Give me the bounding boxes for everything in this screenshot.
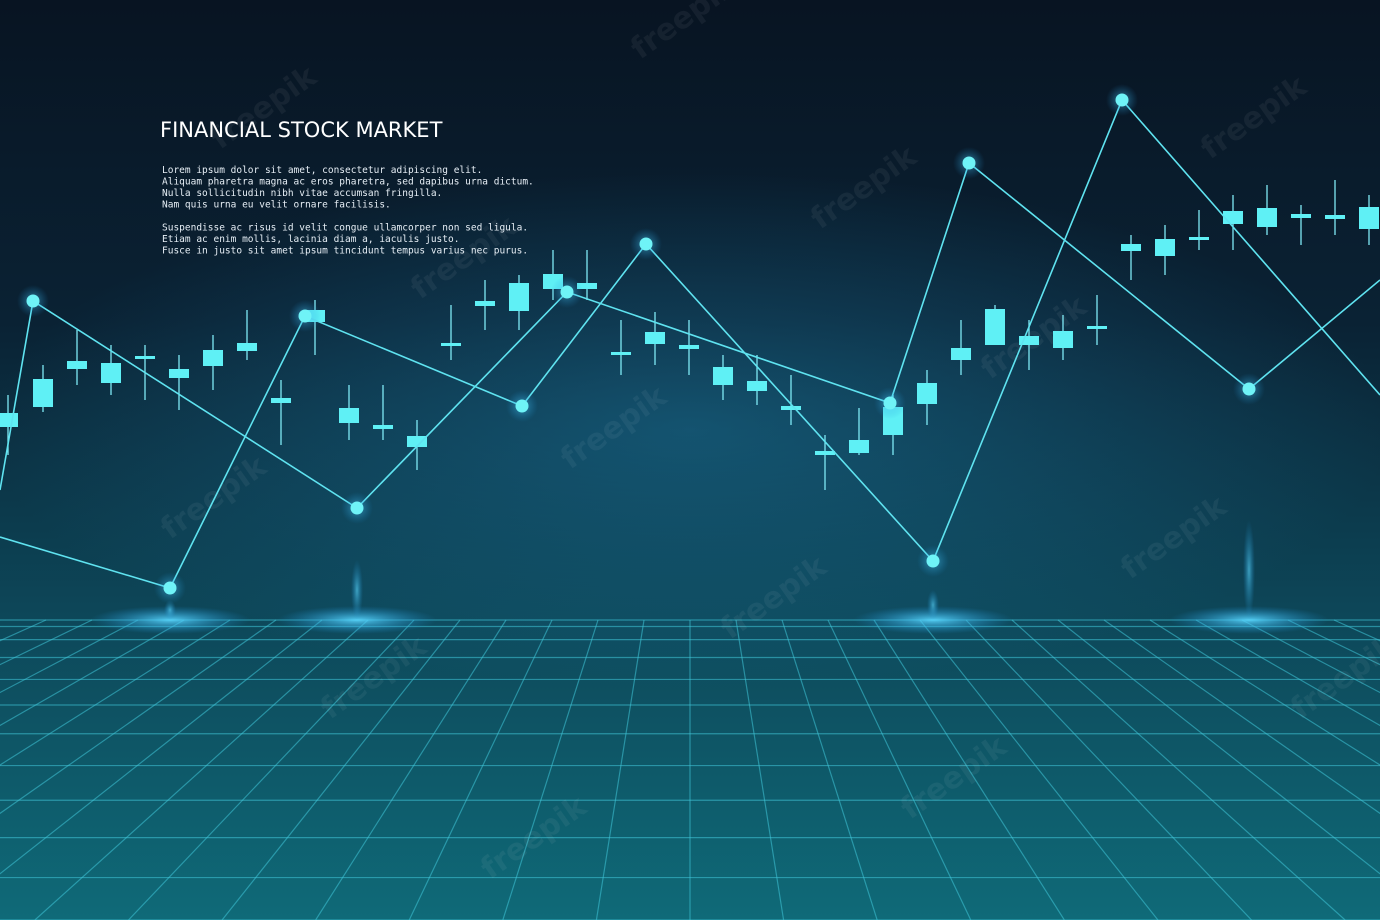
candle-body bbox=[0, 413, 18, 427]
node bbox=[883, 396, 897, 410]
candle-body bbox=[475, 301, 495, 306]
node bbox=[298, 309, 312, 323]
candle-body bbox=[1257, 208, 1277, 227]
grid-line bbox=[1241, 619, 1380, 694]
candle-body bbox=[271, 398, 291, 403]
grid-floor bbox=[0, 619, 1380, 920]
candle-body bbox=[67, 361, 87, 369]
candle-body bbox=[917, 383, 937, 404]
grid-line bbox=[1149, 619, 1380, 766]
grid-line bbox=[502, 619, 599, 920]
body-line: Etiam ac enim mollis, lacinia diam a, ia… bbox=[162, 234, 459, 245]
grid-line bbox=[221, 619, 461, 920]
candle-body bbox=[577, 283, 597, 289]
light-beam bbox=[164, 600, 176, 620]
node bbox=[926, 554, 940, 568]
candle-body bbox=[815, 451, 835, 455]
candle-body bbox=[1053, 331, 1073, 348]
grid-line bbox=[0, 619, 139, 694]
candle-body bbox=[509, 283, 529, 311]
body-line: Aliquam pharetra magna ac eros pharetra,… bbox=[162, 177, 534, 188]
trend-line bbox=[0, 161, 1380, 510]
node bbox=[163, 581, 177, 595]
candle-body bbox=[169, 369, 189, 378]
node bbox=[515, 399, 529, 413]
grid-line bbox=[0, 619, 277, 815]
candle-body bbox=[1019, 336, 1039, 345]
trend-line bbox=[0, 98, 1380, 589]
candle-body bbox=[203, 350, 223, 366]
body-line: Lorem ipsum dolor sit amet, consectetur … bbox=[162, 165, 482, 176]
candle-body bbox=[1291, 214, 1311, 218]
grid-line bbox=[128, 619, 415, 920]
trend-lines bbox=[0, 98, 1380, 589]
node bbox=[350, 501, 364, 515]
candle-body bbox=[135, 356, 155, 359]
candle-body bbox=[101, 363, 121, 383]
grid-line bbox=[34, 619, 369, 920]
grid-line bbox=[965, 619, 1252, 920]
candle-body bbox=[645, 332, 665, 344]
candlesticks bbox=[0, 180, 1379, 490]
candle-body bbox=[713, 367, 733, 385]
candle-body bbox=[339, 408, 359, 423]
candle-body bbox=[1359, 207, 1379, 229]
grid-line bbox=[0, 619, 323, 875]
candle-body bbox=[1325, 215, 1345, 219]
light-beam bbox=[927, 590, 939, 620]
candle-body bbox=[985, 309, 1005, 345]
candle-body bbox=[781, 406, 801, 410]
node bbox=[26, 294, 40, 308]
body-line: Nulla sollicitudin nibh vitae accumsan f… bbox=[162, 188, 442, 199]
candle-body bbox=[1223, 211, 1243, 224]
grid-line bbox=[1011, 619, 1346, 920]
node bbox=[639, 237, 653, 251]
body-line: Nam quis urna eu velit ornare facilisis. bbox=[162, 200, 391, 211]
grid-line bbox=[1057, 619, 1380, 875]
candle-body bbox=[33, 379, 53, 407]
grid-line bbox=[827, 619, 972, 920]
body-text: Lorem ipsum dolor sit amet, consectetur … bbox=[162, 165, 534, 257]
node bbox=[1115, 93, 1129, 107]
grid-line bbox=[873, 619, 1065, 920]
candle-body bbox=[951, 348, 971, 360]
grid-line bbox=[0, 619, 185, 727]
title: FINANCIAL STOCK MARKET bbox=[160, 118, 443, 142]
body-line: Suspendisse ac risus id velit congue ull… bbox=[162, 223, 528, 234]
grid-line bbox=[408, 619, 553, 920]
light-beam bbox=[351, 560, 363, 620]
candle-body bbox=[1087, 326, 1107, 329]
candle-body bbox=[1189, 237, 1209, 240]
node bbox=[560, 285, 574, 299]
body-line: Fusce in justo sit amet ipsum tincidunt … bbox=[162, 246, 528, 257]
candle-body bbox=[1155, 239, 1175, 256]
candle-body bbox=[237, 343, 257, 351]
grid-line bbox=[315, 619, 507, 920]
nodes bbox=[17, 84, 1265, 604]
light-beam bbox=[1243, 520, 1255, 620]
node bbox=[1242, 382, 1256, 396]
grid-line bbox=[735, 619, 785, 920]
candle-body bbox=[747, 381, 767, 391]
candle-body bbox=[407, 436, 427, 447]
grid-line bbox=[595, 619, 645, 920]
candle-body bbox=[611, 352, 631, 355]
grid-line bbox=[0, 619, 231, 766]
grid-line bbox=[781, 619, 878, 920]
grid-line bbox=[1195, 619, 1380, 727]
candle-body bbox=[1121, 244, 1141, 251]
candle-body bbox=[373, 425, 393, 429]
node bbox=[962, 156, 976, 170]
grid-line bbox=[919, 619, 1159, 920]
candle-body bbox=[849, 440, 869, 453]
grid-line bbox=[1103, 619, 1380, 815]
candle-body bbox=[679, 345, 699, 349]
candle-body bbox=[441, 343, 461, 346]
haze bbox=[0, 170, 1380, 690]
